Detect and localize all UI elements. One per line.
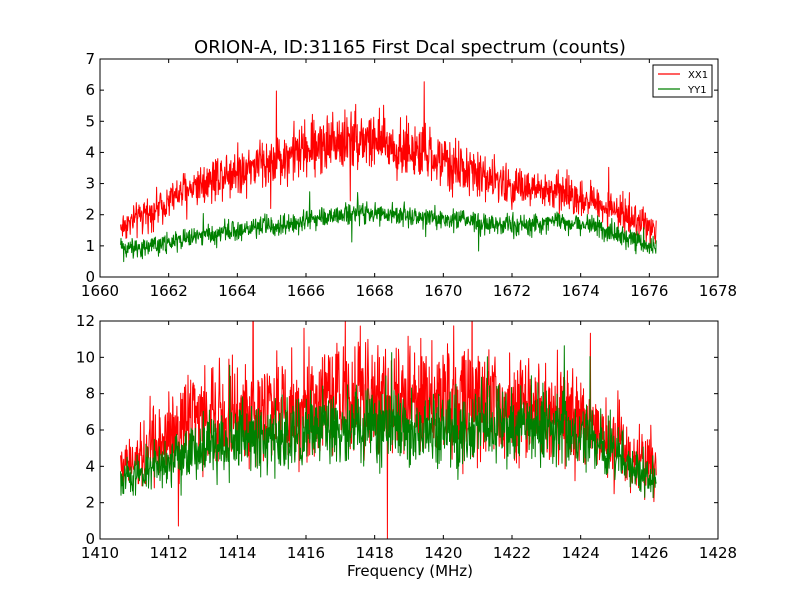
top-y-tick-label: 1 bbox=[85, 237, 95, 255]
bottom-y-tick-label: 2 bbox=[85, 494, 95, 512]
top-x-tick-label: 1670 bbox=[424, 282, 462, 300]
top-y-tick-label: 4 bbox=[85, 143, 95, 161]
bottom-y-tick-label: 10 bbox=[76, 348, 95, 366]
top-x-tick-label: 1662 bbox=[150, 282, 188, 300]
bottom-y-tick-label: 4 bbox=[85, 457, 95, 475]
top-x-tick-label: 1664 bbox=[218, 282, 256, 300]
bottom-x-tick-label: 1424 bbox=[562, 544, 600, 562]
bottom-x-tick-label: 1428 bbox=[699, 544, 737, 562]
bottom-x-tick-label: 1422 bbox=[493, 544, 531, 562]
top-y-tick-label: 5 bbox=[85, 112, 95, 130]
top-series-xx1 bbox=[120, 81, 657, 245]
top-y-tick-label: 3 bbox=[85, 175, 95, 193]
bottom-x-tick-label: 1420 bbox=[424, 544, 462, 562]
top-x-tick-label: 1674 bbox=[562, 282, 600, 300]
bottom-x-tick-label: 1416 bbox=[287, 544, 325, 562]
top-x-tick-label: 1678 bbox=[699, 282, 737, 300]
bottom-x-tick-label: 1418 bbox=[356, 544, 394, 562]
top-y-tick-label: 6 bbox=[85, 81, 95, 99]
top-x-tick-label: 1666 bbox=[287, 282, 325, 300]
top-y-tick-label: 2 bbox=[85, 206, 95, 224]
top-y-tick-label: 7 bbox=[85, 50, 95, 68]
bottom-y-tick-label: 8 bbox=[85, 385, 95, 403]
bottom-y-tick-label: 0 bbox=[85, 530, 95, 548]
bottom-x-tick-label: 1414 bbox=[218, 544, 256, 562]
top-y-tick-label: 0 bbox=[85, 268, 95, 286]
top-x-tick-label: 1676 bbox=[630, 282, 668, 300]
x-axis-label: Frequency (MHz) bbox=[347, 562, 473, 580]
top-plot-traces bbox=[120, 81, 657, 263]
bottom-x-tick-label: 1410 bbox=[81, 544, 119, 562]
top-series-yy1 bbox=[120, 191, 657, 263]
bottom-y-tick-label: 12 bbox=[76, 312, 95, 330]
bottom-plot-traces bbox=[120, 321, 657, 539]
legend-box bbox=[652, 64, 713, 98]
top-x-tick-label: 1672 bbox=[493, 282, 531, 300]
top-plot-frame bbox=[99, 58, 719, 278]
bottom-series-yy1 bbox=[120, 345, 657, 499]
bottom-x-tick-label: 1426 bbox=[630, 544, 668, 562]
top-plot: 1660 1662 1664 1666 1668 1670 1672 1674 1676 1678… bbox=[81, 50, 737, 300]
bottom-x-tick-label: 1412 bbox=[150, 544, 188, 562]
legend-label-xx1: XX1 bbox=[688, 70, 708, 81]
bottom-y-tick-label: 6 bbox=[85, 421, 95, 439]
legend-label-yy1: YY1 bbox=[687, 85, 707, 96]
bottom-plot: 1410 1412 1414 1416 1418 1420 1422 1424 1426 1428… bbox=[76, 312, 737, 562]
top-x-tick-label: 1668 bbox=[356, 282, 394, 300]
top-x-tick-label: 1660 bbox=[81, 282, 119, 300]
chart-title: ORION-A, ID:31165 First Dcal spectrum (c… bbox=[194, 37, 626, 58]
